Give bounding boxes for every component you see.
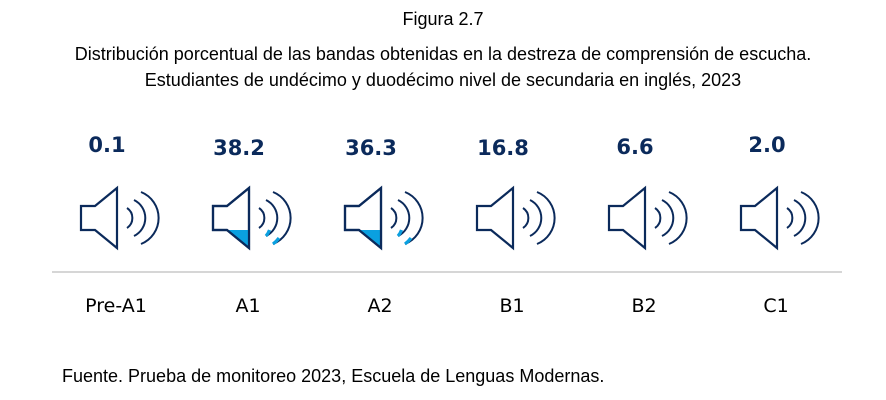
speaker-icon	[79, 185, 160, 251]
category-label: B2	[631, 295, 656, 317]
speaker-icon	[475, 185, 556, 251]
chart-title-line-2: Estudiantes de undécimo y duodécimo nive…	[144, 70, 742, 90]
value-label: 0.1	[88, 133, 125, 157]
value-label: 2.0	[748, 133, 785, 157]
category-label: Pre-A1	[85, 295, 147, 317]
speaker-icon	[211, 185, 292, 251]
category-label: B1	[499, 295, 524, 317]
value-label: 6.6	[616, 135, 653, 159]
category-label: A1	[235, 295, 260, 317]
value-label: 38.2	[213, 136, 265, 160]
figure-label: Figura 2.7	[402, 9, 484, 29]
speaker-icon	[607, 185, 688, 251]
category-label: C1	[763, 295, 788, 317]
source-note: Fuente. Prueba de monitoreo 2023, Escuel…	[62, 366, 605, 386]
value-label: 16.8	[477, 136, 529, 160]
speaker-icon	[739, 185, 820, 251]
chart-title-line-1: Distribución porcentual de las bandas ob…	[74, 44, 812, 64]
value-label: 36.3	[345, 136, 397, 160]
category-label: A2	[367, 295, 392, 317]
speaker-icon	[343, 185, 424, 251]
